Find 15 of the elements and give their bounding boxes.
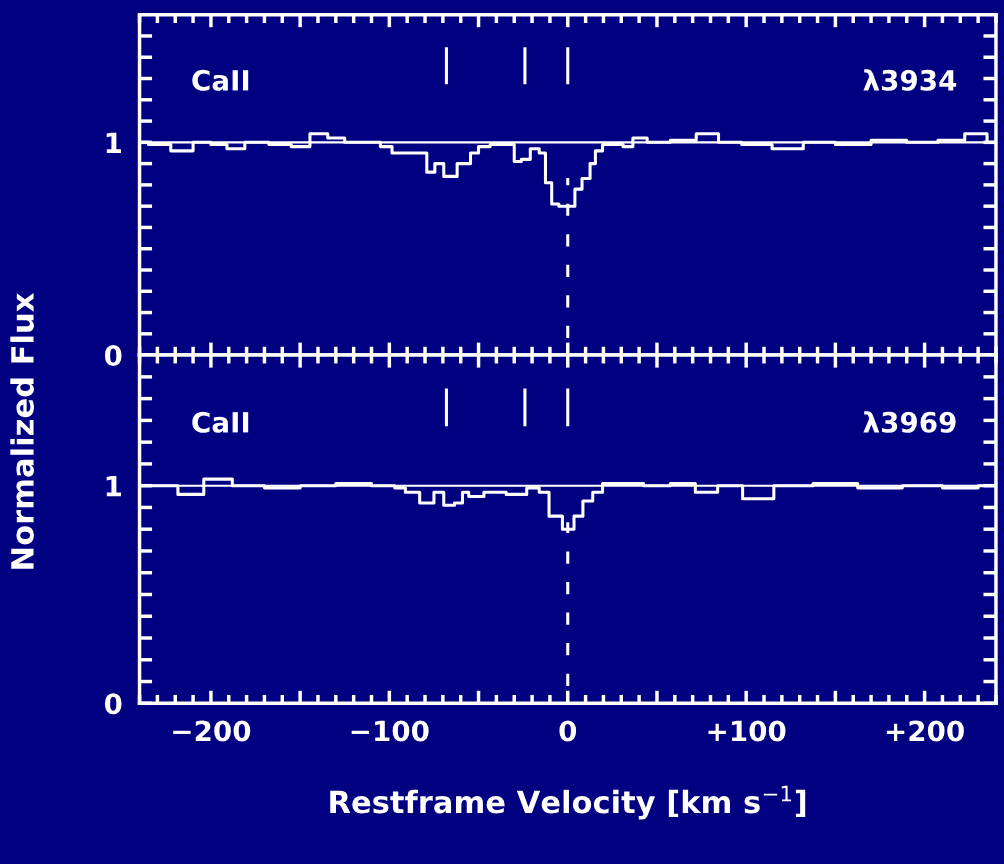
x-tick-label: −200 (173, 720, 251, 742)
annotation: λ3934 (863, 69, 957, 91)
y-tick-label: 1 (106, 475, 121, 497)
annotation: CaII (192, 69, 249, 91)
y-tick-label: 0 (104, 693, 122, 715)
x-tick-label: +200 (886, 720, 964, 742)
y-tick-label: 1 (106, 132, 121, 153)
y-tick-label: 0 (104, 345, 122, 367)
y-axis-title: Normalized Flux (10, 293, 34, 569)
x-tick-label: −100 (351, 720, 429, 742)
x-tick-label: +100 (708, 720, 786, 742)
x-tick-label: 0 (559, 720, 577, 742)
annotation: λ3969 (863, 411, 956, 433)
annotation: CaII (192, 411, 249, 433)
x-axis-title: Restframe Velocity [km s$^{−1}$] (330, 785, 806, 820)
